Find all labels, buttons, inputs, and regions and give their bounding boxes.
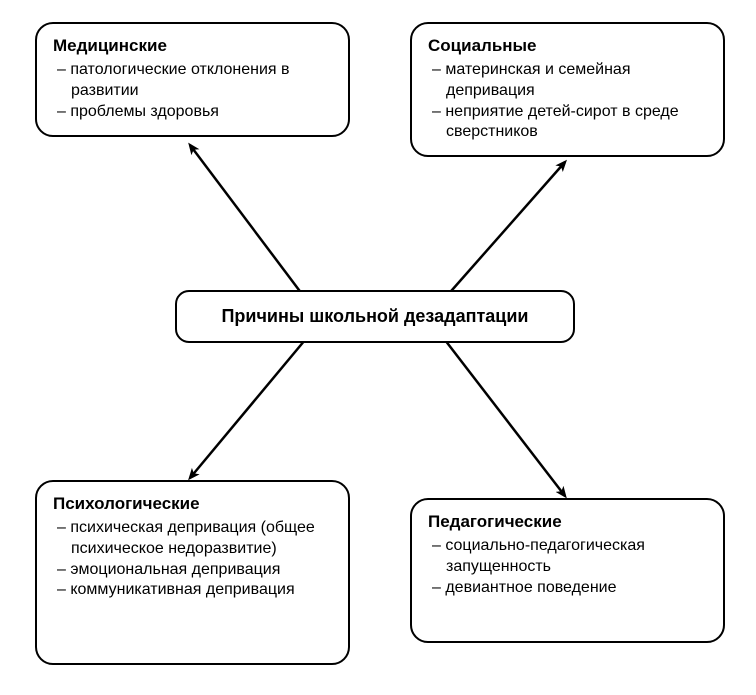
node-psychological: Психологические – психическая депривация …	[35, 480, 350, 665]
node-items: – патологические отклонения в развитии– …	[53, 60, 332, 122]
node-social: Социальные – материнская и семейная депри…	[410, 22, 725, 157]
arrow	[190, 340, 305, 478]
node-item: – психическая депривация (общее психичес…	[57, 518, 332, 560]
node-item: – проблемы здоровья	[57, 102, 332, 123]
node-title: Психологические	[53, 494, 332, 514]
node-item: – девиантное поведение	[432, 578, 707, 599]
node-medical: Медицинские – патологические отклонения в…	[35, 22, 350, 137]
node-item: – эмоциональная депривация	[57, 560, 332, 581]
node-title: Педагогические	[428, 512, 707, 532]
node-pedagogical: Педагогические – социально-педагогическая…	[410, 498, 725, 643]
node-item: – патологические отклонения в развитии	[57, 60, 332, 102]
node-items: – материнская и семейная депривация– неп…	[428, 60, 707, 143]
node-item: – социально-педагогическая запущенность	[432, 536, 707, 578]
node-item: – материнская и семейная депривация	[432, 60, 707, 102]
center-node: Причины школьной дезадаптации	[175, 290, 575, 343]
node-item: – коммуникативная депривация	[57, 580, 332, 601]
node-items: – социально-педагогическая запущенность–…	[428, 536, 707, 598]
arrow	[190, 145, 305, 298]
center-label: Причины школьной дезадаптации	[221, 306, 528, 326]
node-title: Медицинские	[53, 36, 332, 56]
node-items: – психическая депривация (общее психичес…	[53, 518, 332, 601]
arrow	[445, 162, 565, 298]
node-title: Социальные	[428, 36, 707, 56]
node-item: – неприятие детей-сирот в среде сверстни…	[432, 102, 707, 144]
arrow	[445, 340, 565, 496]
